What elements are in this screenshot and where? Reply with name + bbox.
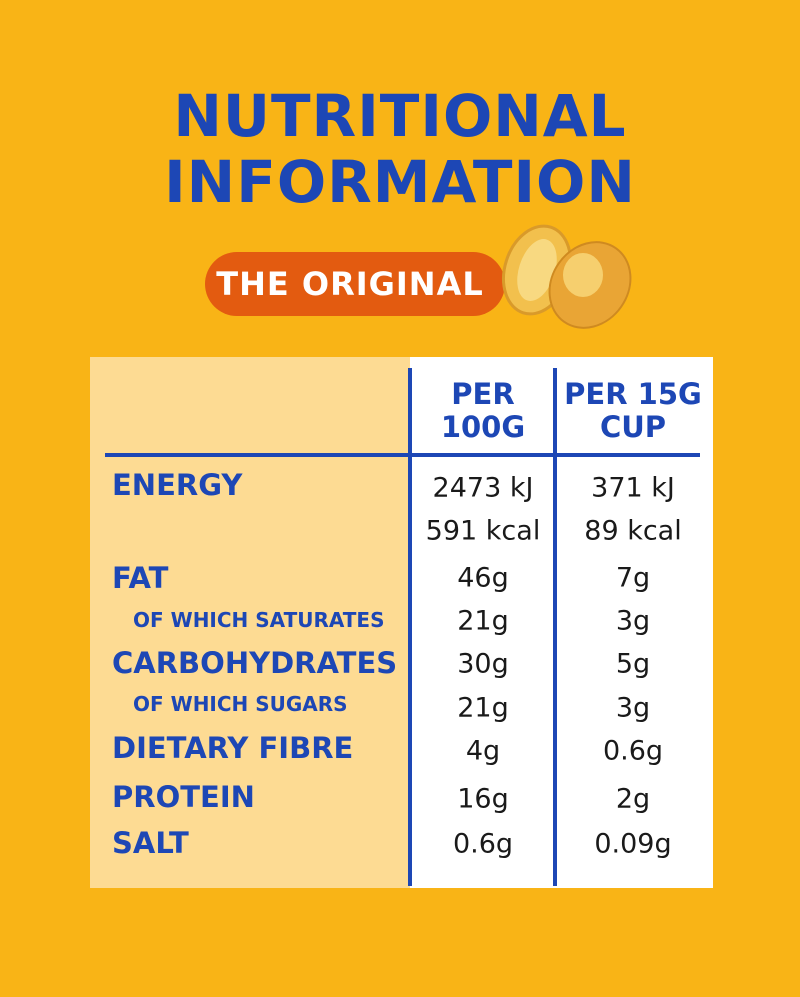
value: 371 kJ	[591, 472, 675, 504]
value: 4g	[465, 735, 501, 767]
value: 16g	[457, 783, 509, 815]
divider	[105, 453, 700, 457]
value: 21g	[457, 692, 509, 724]
value: 3g	[615, 692, 651, 724]
value: 0.6g	[452, 828, 514, 860]
column-header: PER 100G	[408, 378, 558, 444]
header-line: PER	[451, 377, 515, 411]
value: 2g	[615, 783, 651, 815]
row-label: FAT	[112, 561, 169, 595]
value: 46g	[457, 562, 509, 594]
value: 7g	[615, 562, 651, 594]
badge	[205, 252, 505, 316]
row-label: OF WHICH SUGARS	[133, 692, 348, 716]
header-line: CUP	[599, 410, 667, 444]
value: 3g	[615, 605, 651, 637]
label-column	[90, 357, 410, 888]
badge-text: THE ORIGINAL	[216, 265, 484, 303]
value: 0.09g	[594, 828, 672, 860]
value: 5g	[615, 648, 651, 680]
value: 21g	[457, 605, 509, 637]
row-label: CARBOHYDRATES	[112, 646, 398, 680]
header-line: PER 15G	[564, 377, 702, 411]
value: 2473 kJ	[432, 472, 534, 504]
row-label: ENERGY	[112, 468, 243, 502]
header-line: 100G	[440, 410, 526, 444]
value: 30g	[457, 648, 509, 680]
value: 591 kcal	[425, 515, 541, 547]
value-columns	[410, 357, 713, 888]
title-line: INFORMATION	[164, 148, 636, 216]
row-label: SALT	[112, 826, 189, 860]
row-label: OF WHICH SATURATES	[133, 608, 385, 632]
divider	[408, 368, 412, 886]
peanut-icon	[502, 224, 632, 329]
title-line: NUTRITIONAL	[173, 82, 627, 150]
divider	[553, 368, 557, 886]
value: 0.6g	[602, 735, 664, 767]
value: 89 kcal	[584, 515, 682, 547]
column-header: PER 15G CUP	[558, 378, 708, 444]
row-label: DIETARY FIBRE	[112, 731, 354, 765]
row-label: PROTEIN	[112, 780, 255, 814]
